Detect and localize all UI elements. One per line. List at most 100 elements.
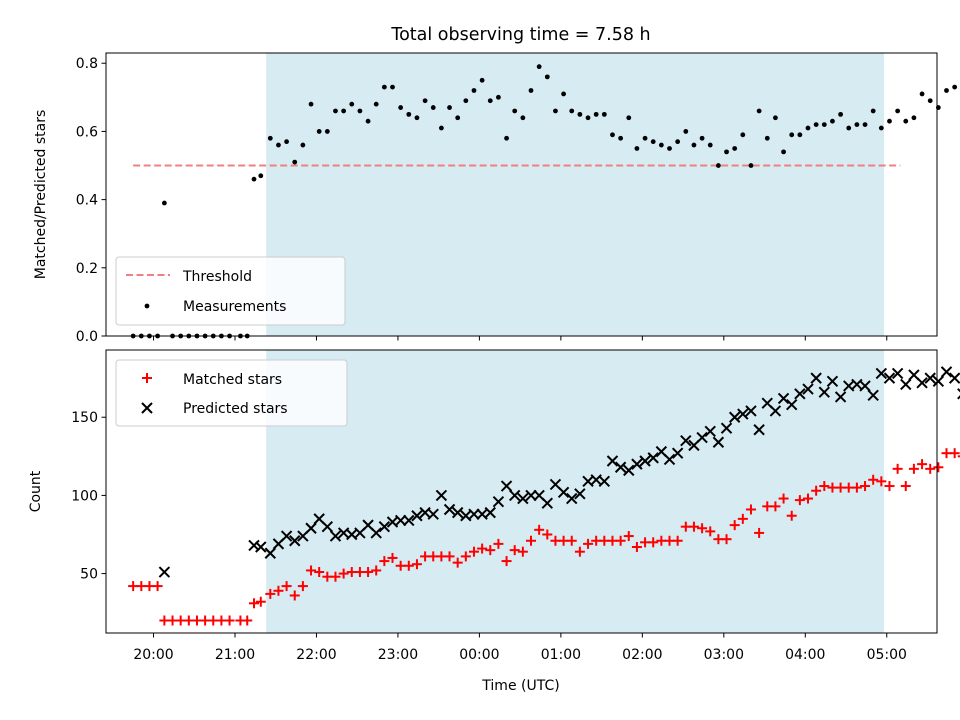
measurement-point [642,135,648,141]
matched-star-point [851,482,862,493]
measurement-point [520,115,526,121]
bottom-y-axis: 50 100 150 [71,410,106,583]
matched-star-point [460,551,471,562]
measurement-point [862,122,868,128]
measurement-point [691,142,697,148]
observing-window-shade [266,53,885,336]
bottom-y-tick-label: 50 [80,567,98,583]
measurement-point [756,108,762,114]
matched-star-point [330,571,341,582]
measurement-point [846,125,852,131]
predicted-star-point [753,424,765,436]
legend-matched-label: Matched stars [183,372,282,388]
matched-star-point [819,481,830,492]
matched-star-point [770,501,781,512]
measurement-point [789,132,795,138]
matched-star-point [452,557,463,568]
measurement-point [903,118,909,124]
predicted-star-point [745,405,757,417]
matched-stars-points [128,448,960,626]
matched-star-point [314,567,325,578]
predicted-star-point [957,388,960,400]
predicted-star-point [948,372,960,384]
predicted-star-point [443,503,456,516]
matched-star-point [868,474,879,485]
x-tick-label: 00:00 [459,647,499,663]
predicted-star-point [378,520,391,533]
measurement-point [406,111,412,117]
matched-star-point [794,495,805,506]
measurement-point [781,149,786,155]
legend-matched-marker [142,373,152,383]
measurement-point [267,135,273,141]
predicted-star-point [525,489,537,502]
x-tick-label: 02:00 [622,647,662,663]
matched-star-point [876,476,887,487]
predicted-star-point [598,475,611,488]
predicted-star-point [451,506,464,519]
measurement-point [512,108,518,114]
predicted-star-point [500,480,513,492]
matched-star-point [485,545,496,556]
predicted-star-point [394,514,407,527]
matched-star-point [697,523,708,534]
predicted-star-point [435,489,448,502]
matched-star-point [778,493,789,504]
matched-star-point [705,526,716,537]
matched-star-point [574,546,585,557]
measurement-point [658,142,664,148]
matched-star-point [526,535,537,546]
predicted-star-point [663,453,676,466]
measurement-point [821,122,827,128]
measurement-point [258,173,264,179]
matched-star-point [860,481,871,492]
x-axis-label: Time (UTC) [481,678,559,694]
x-tick-label: 21:00 [215,647,255,663]
measurement-point [764,135,770,141]
matched-star-point [688,521,699,532]
measurement-point [830,118,835,124]
measurement-point [504,135,509,141]
x-tick-label: 04:00 [785,647,825,663]
matched-star-point [306,565,317,576]
measurement-point [650,139,656,145]
matched-star-point [501,556,512,567]
measurement-point [324,129,330,134]
matched-star-point [631,542,642,553]
legend-predicted-swatch [141,402,153,414]
predicted-star-point [834,391,847,403]
measurement-point [813,122,819,128]
predicted-star-point [370,527,382,539]
predicted-star-point [492,495,505,508]
matched-star-point [411,559,422,570]
observing-window-shade [266,350,885,633]
matched-star-point [152,581,163,592]
predicted-star-point [794,388,806,400]
predicted-star-point [696,431,708,444]
predicted-star-point [557,486,570,498]
predicted-star-point [614,461,627,473]
top-panel-ratio: 0.00.20.40.60.8 Matched/Predicted stars … [33,52,958,345]
predicted-star-point [900,378,912,391]
matched-star-point [387,552,398,563]
measurement-point [748,163,754,168]
top-y-tick-label: 0.0 [76,329,98,345]
predicted-stars-points [158,366,960,578]
matched-star-point [754,527,765,538]
measurement-point [569,108,575,114]
measurement-point [854,122,860,128]
measurement-point [536,64,542,70]
measurement-point [161,200,167,206]
matched-star-point [917,459,928,470]
matched-star-point [811,485,822,496]
measurement-point [276,142,281,148]
measurement-point [683,129,689,134]
measurement-point [601,111,607,117]
measurement-point [610,132,615,138]
predicted-star-point [280,530,293,542]
matched-star-point [224,615,235,626]
matched-star-point [566,535,577,546]
top-panel-frame [105,52,938,337]
measurement-point [740,132,746,138]
top-y-tick-label: 0.2 [76,261,98,277]
